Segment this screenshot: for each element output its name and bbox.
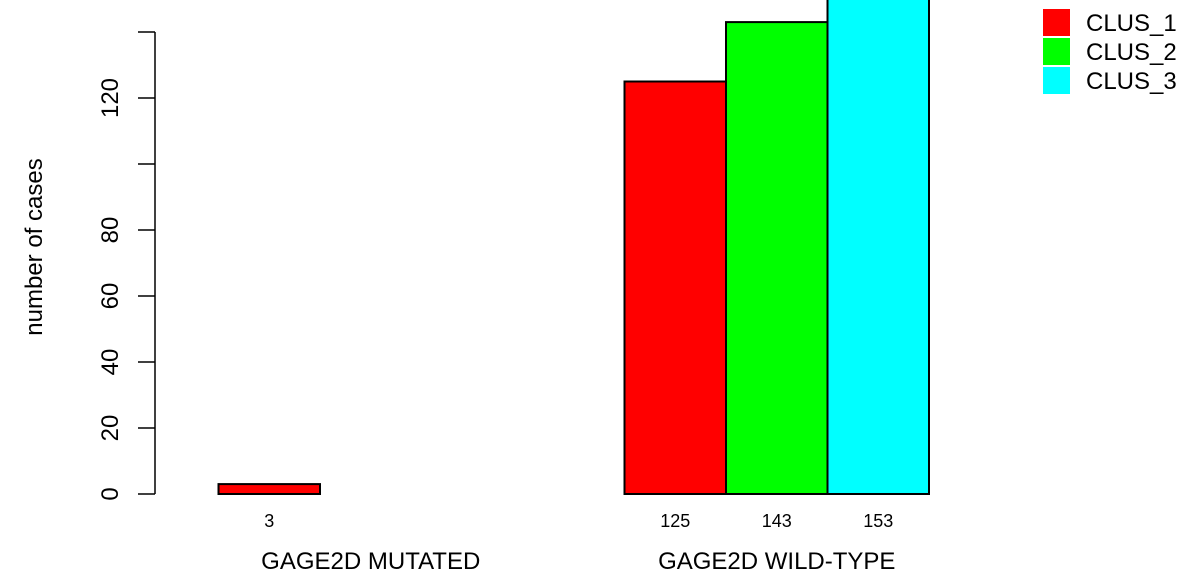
legend-swatch-clus-3 — [1043, 67, 1070, 94]
bar-clus-1-2 — [623, 80, 727, 495]
bar-value-label: 143 — [762, 511, 792, 531]
y-axis-label: number of cases — [21, 158, 48, 335]
legend-swatch-clus-2 — [1043, 38, 1070, 65]
y-tick-label: 120 — [97, 78, 124, 118]
x-category-label: GAGE2D WILD-TYPE — [658, 548, 895, 575]
legend-label: CLUS_2 — [1086, 39, 1177, 66]
x-axis-category-labels: GAGE2D MUTATED GAGE2D WILD-TYPE — [261, 548, 895, 575]
x-category-label: GAGE2D MUTATED — [261, 548, 480, 575]
y-tick-label: 20 — [97, 415, 124, 442]
legend-swatch-clus-1 — [1043, 9, 1070, 36]
bar-value-label: 3 — [264, 511, 274, 531]
plot-area: 3 125 143 153 — [217, 0, 930, 531]
y-tick-label: 40 — [97, 349, 124, 376]
bar-value-label: 153 — [863, 511, 893, 531]
legend-label: CLUS_1 — [1086, 10, 1177, 37]
y-tick-label: 60 — [97, 283, 124, 310]
y-tick-label: 0 — [97, 487, 124, 500]
bar-clus-2-2 — [725, 21, 829, 495]
bar-value-label: 125 — [660, 511, 690, 531]
y-tick-label: 80 — [97, 217, 124, 244]
legend-label: CLUS_3 — [1086, 68, 1177, 95]
y-axis: 0 20 40 60 80 120 — [97, 31, 156, 501]
bar-clus-3-2 — [826, 0, 930, 495]
bar-clus-1-1 — [217, 483, 321, 496]
